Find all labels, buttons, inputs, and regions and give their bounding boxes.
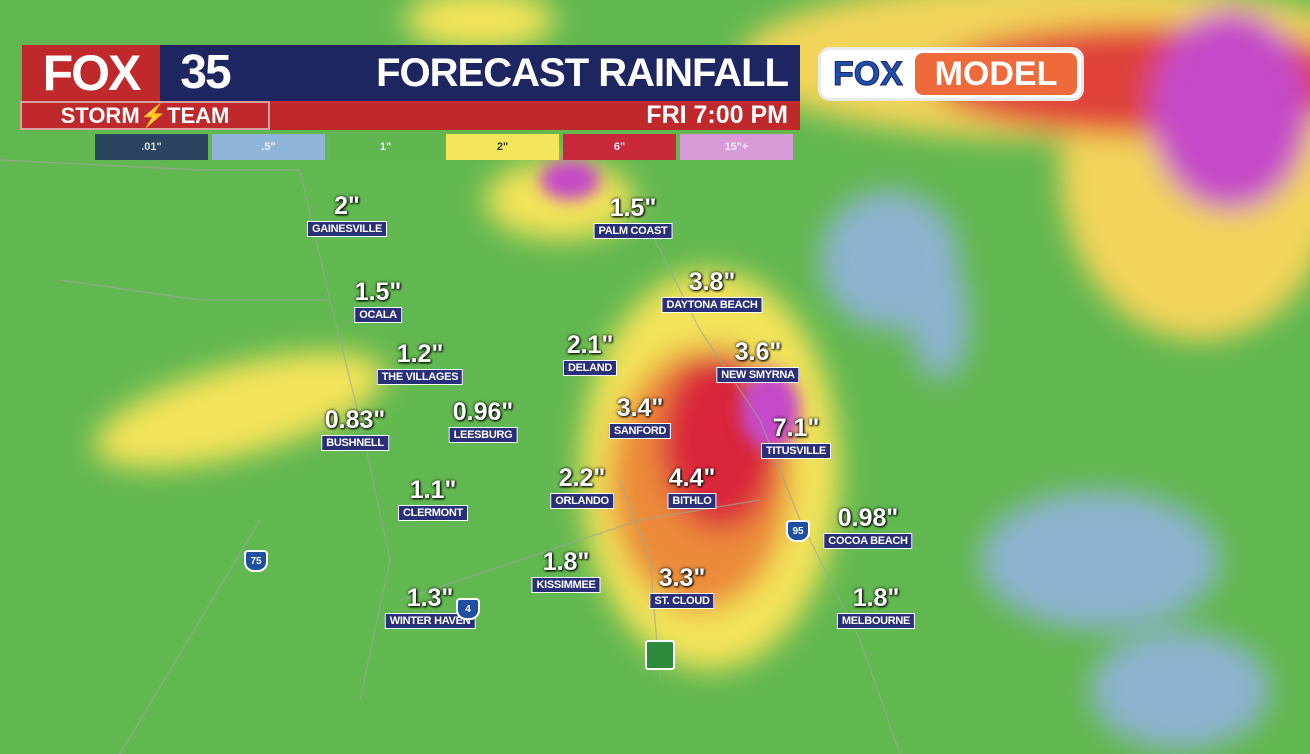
city-label: 2" Gainesville: [306, 192, 388, 237]
city-label: 2.2" Orlando: [550, 465, 614, 509]
city-label: 2.1" DeLand: [562, 331, 618, 376]
city-label: 1.8" Melbourne: [836, 584, 916, 629]
rainfall-value: 3.6": [734, 338, 782, 366]
rainfall-value: 4.4": [668, 464, 716, 492]
rainfall-value: 1.2": [396, 340, 444, 368]
city-label: 0.98" Cocoa Beach: [823, 504, 913, 549]
storm-team-badge: STORM⚡TEAM: [20, 101, 270, 130]
rainfall-value: 2.1": [566, 331, 614, 359]
legend-swatch: 6": [563, 134, 676, 160]
city-name: Daytona Beach: [661, 297, 763, 313]
city-name: Leesburg: [448, 427, 518, 443]
legend-swatch: 2": [446, 134, 559, 160]
city-label: 1.5" Palm Coast: [593, 194, 673, 239]
city-label: 3.4" Sanford: [608, 394, 672, 439]
legend-swatch: 15"+: [680, 134, 793, 160]
legend-swatch: 1": [329, 134, 442, 160]
interstate-shield-icon: 95: [786, 520, 810, 542]
rainfall-value: 1.8": [852, 584, 900, 612]
city-name: Titusville: [761, 443, 831, 459]
rainfall-value: 1.5": [354, 278, 402, 306]
model-logo-left: FOX: [825, 53, 911, 95]
city-label: 0.83" Bushnell: [321, 407, 389, 451]
city-label: 1.5" Ocala: [354, 279, 402, 323]
city-name: Kissimmee: [531, 577, 601, 593]
rainfall-legend: .01" .5" 1" 2" 6" 15"+: [95, 134, 793, 160]
city-label: 3.6" New Smyrna: [716, 338, 800, 383]
city-label: 1.3" Winter Haven: [384, 584, 476, 629]
rainfall-value: 1.5": [609, 194, 657, 222]
city-name: Clermont: [398, 505, 468, 521]
fox-model-logo: FOX MODEL: [818, 47, 1084, 101]
city-label: 3.8" Daytona Beach: [661, 268, 763, 313]
city-label: 0.96" Leesburg: [448, 398, 518, 443]
city-label: 3.3" St. Cloud: [649, 564, 715, 609]
city-name: Melbourne: [836, 613, 916, 629]
interstate-shield-icon: 75: [244, 550, 268, 572]
turnpike-shield-icon: [645, 640, 675, 670]
rainfall-value: 3.3": [658, 564, 706, 592]
city-name: Winter Haven: [384, 613, 476, 629]
city-label: 1.1" Clermont: [398, 477, 468, 521]
city-name: Sanford: [608, 423, 672, 439]
rainfall-value: 3.4": [616, 394, 664, 422]
rainfall-value: 2": [334, 192, 360, 220]
city-name: New Smyrna: [716, 367, 800, 383]
page-title: FORECAST RAINFALL: [250, 45, 800, 101]
city-name: Bithlo: [667, 493, 717, 509]
city-name: Ocala: [354, 307, 402, 323]
city-name: Palm Coast: [593, 223, 673, 239]
city-name: Bushnell: [321, 435, 389, 451]
city-name: The Villages: [376, 369, 464, 385]
model-logo-right: MODEL: [914, 53, 1077, 95]
legend-swatch: .5": [212, 134, 325, 160]
forecast-time: FRI 7:00 PM: [270, 101, 800, 130]
rainfall-value: 1.8": [542, 548, 590, 576]
interstate-shield-icon: 4: [456, 598, 480, 620]
city-name: Gainesville: [306, 221, 388, 237]
city-label: 1.2" The Villages: [376, 340, 464, 385]
rainfall-value: 2.2": [558, 464, 606, 492]
rainfall-value: 7.1": [772, 414, 820, 442]
city-name: Cocoa Beach: [823, 533, 913, 549]
legend-swatch: .01": [95, 134, 208, 160]
rainfall-value: 0.98": [837, 504, 899, 532]
city-name: St. Cloud: [649, 593, 715, 609]
fox-logo: FOX: [22, 45, 160, 101]
city-label: 1.8" Kissimmee: [531, 548, 601, 593]
rainfall-value: 3.8": [688, 268, 736, 296]
city-label: 7.1" Titusville: [761, 415, 831, 459]
rainfall-value: 1.3": [406, 584, 454, 612]
city-label: 4.4" Bithlo: [667, 464, 717, 509]
rainfall-value: 0.83": [324, 406, 386, 434]
channel-number: 35: [160, 45, 250, 101]
city-name: Orlando: [550, 493, 614, 509]
rainfall-value: 1.1": [409, 476, 457, 504]
city-name: DeLand: [562, 360, 618, 376]
rainfall-value: 0.96": [452, 398, 514, 426]
